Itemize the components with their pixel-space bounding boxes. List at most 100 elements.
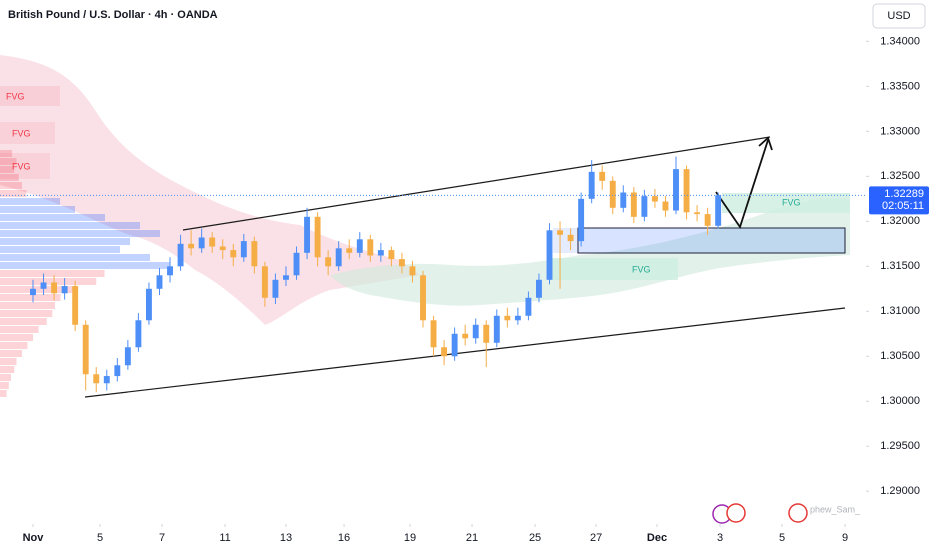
y-tick-label: 1.33000 (880, 125, 920, 137)
profile-bar (0, 286, 77, 293)
candle-body (715, 195, 722, 226)
candle-body (272, 279, 279, 298)
event-icon[interactable] (788, 503, 808, 523)
candle-body (240, 241, 247, 258)
candle-body (61, 286, 68, 294)
x-tick-label: 13 (280, 532, 292, 544)
x-tick-label: Dec (647, 532, 667, 544)
fvg-label: FVG (632, 264, 651, 274)
zone-extension (553, 228, 578, 253)
candle-body (367, 239, 374, 256)
candle-body (135, 320, 142, 348)
y-tick-label: 1.31500 (880, 260, 920, 272)
x-tick-label: 27 (590, 532, 602, 544)
x-tick-label: 19 (404, 532, 416, 544)
candle-body (525, 297, 532, 316)
candle-body (662, 201, 669, 211)
candle-body (93, 374, 100, 384)
candle-body (620, 192, 627, 208)
projection-arrow (715, 139, 769, 230)
chart-title: British Pound / U.S. Dollar · 4h · OANDA (8, 9, 218, 21)
candle-body (504, 315, 511, 321)
fvg-label: FVG (12, 161, 31, 171)
candle-body (72, 286, 79, 325)
profile-bar (0, 254, 150, 261)
candle-body (314, 216, 321, 258)
candle-body (483, 324, 490, 343)
profile-bar (0, 166, 15, 173)
y-tick-label: 1.30000 (880, 395, 920, 407)
candle-body (398, 259, 405, 267)
x-tick-label: 3 (717, 532, 723, 544)
currency-label: USD (887, 10, 910, 22)
y-tick-label: 1.29500 (880, 440, 920, 452)
candle-body (304, 216, 311, 253)
candle-body (103, 376, 110, 384)
y-tick-label: 1.31000 (880, 305, 920, 317)
profile-bar (0, 310, 53, 317)
profile-bar (0, 198, 60, 205)
candle-body (30, 288, 36, 296)
candle-body (641, 196, 648, 217)
price-tag-value: 1.32289 (884, 188, 924, 200)
candle-body (188, 243, 195, 249)
candle-body (451, 333, 458, 357)
cloud-bullish (330, 198, 850, 306)
candles (30, 156, 722, 393)
candle-body (261, 266, 268, 298)
currency-button[interactable] (872, 3, 926, 29)
cloud-bearish (0, 55, 420, 325)
x-tick-label: 5 (97, 532, 103, 544)
channel-lower (84, 307, 846, 398)
x-tick-label: 16 (338, 532, 350, 544)
event-icon[interactable] (726, 503, 746, 523)
profile-bar (0, 182, 22, 189)
profile-bar (0, 318, 47, 325)
candle-body (673, 169, 679, 211)
x-tick-label: 9 (842, 532, 848, 544)
candle-body (40, 282, 47, 289)
candle-body (567, 234, 574, 242)
y-tick-label: 1.32500 (880, 170, 920, 182)
candle-body (388, 250, 395, 260)
candle-body (557, 230, 563, 235)
candle-body (209, 237, 216, 247)
channel-upper (182, 136, 771, 231)
price-tag (869, 186, 929, 215)
candle-body (51, 282, 58, 294)
candle-body (420, 275, 426, 321)
profile-bar (0, 230, 160, 237)
candle-body (156, 275, 163, 289)
candle-body (609, 180, 616, 208)
x-tick-label: 25 (529, 532, 541, 544)
x-tick-label: Nov (23, 532, 45, 544)
fvg-label: FVG (782, 197, 801, 207)
fvg-label: FVG (6, 91, 25, 101)
profile-bar (0, 278, 97, 285)
x-tick-label: 7 (159, 532, 165, 544)
candle-body (599, 171, 606, 181)
profile-bar (0, 382, 9, 389)
candle-body (651, 196, 658, 202)
profile-bar (0, 294, 61, 301)
fvg-zone (0, 153, 50, 179)
candle-body (82, 324, 89, 375)
profile-bar (0, 238, 130, 245)
fvg-zone (548, 258, 678, 280)
candle-body (430, 320, 437, 348)
profile-bar (0, 334, 33, 341)
candle-body (409, 266, 416, 276)
indicators (0, 55, 850, 398)
candle-body (114, 365, 121, 377)
candle-body (283, 275, 289, 280)
candle-body (683, 169, 690, 213)
candle-body (588, 171, 595, 199)
candle-body (493, 315, 500, 343)
candle-body (346, 248, 353, 253)
profile-bar (0, 206, 75, 213)
profile-bar (0, 342, 28, 349)
candle-body (219, 246, 226, 251)
candle-body (167, 266, 173, 276)
candle-body (177, 243, 184, 267)
